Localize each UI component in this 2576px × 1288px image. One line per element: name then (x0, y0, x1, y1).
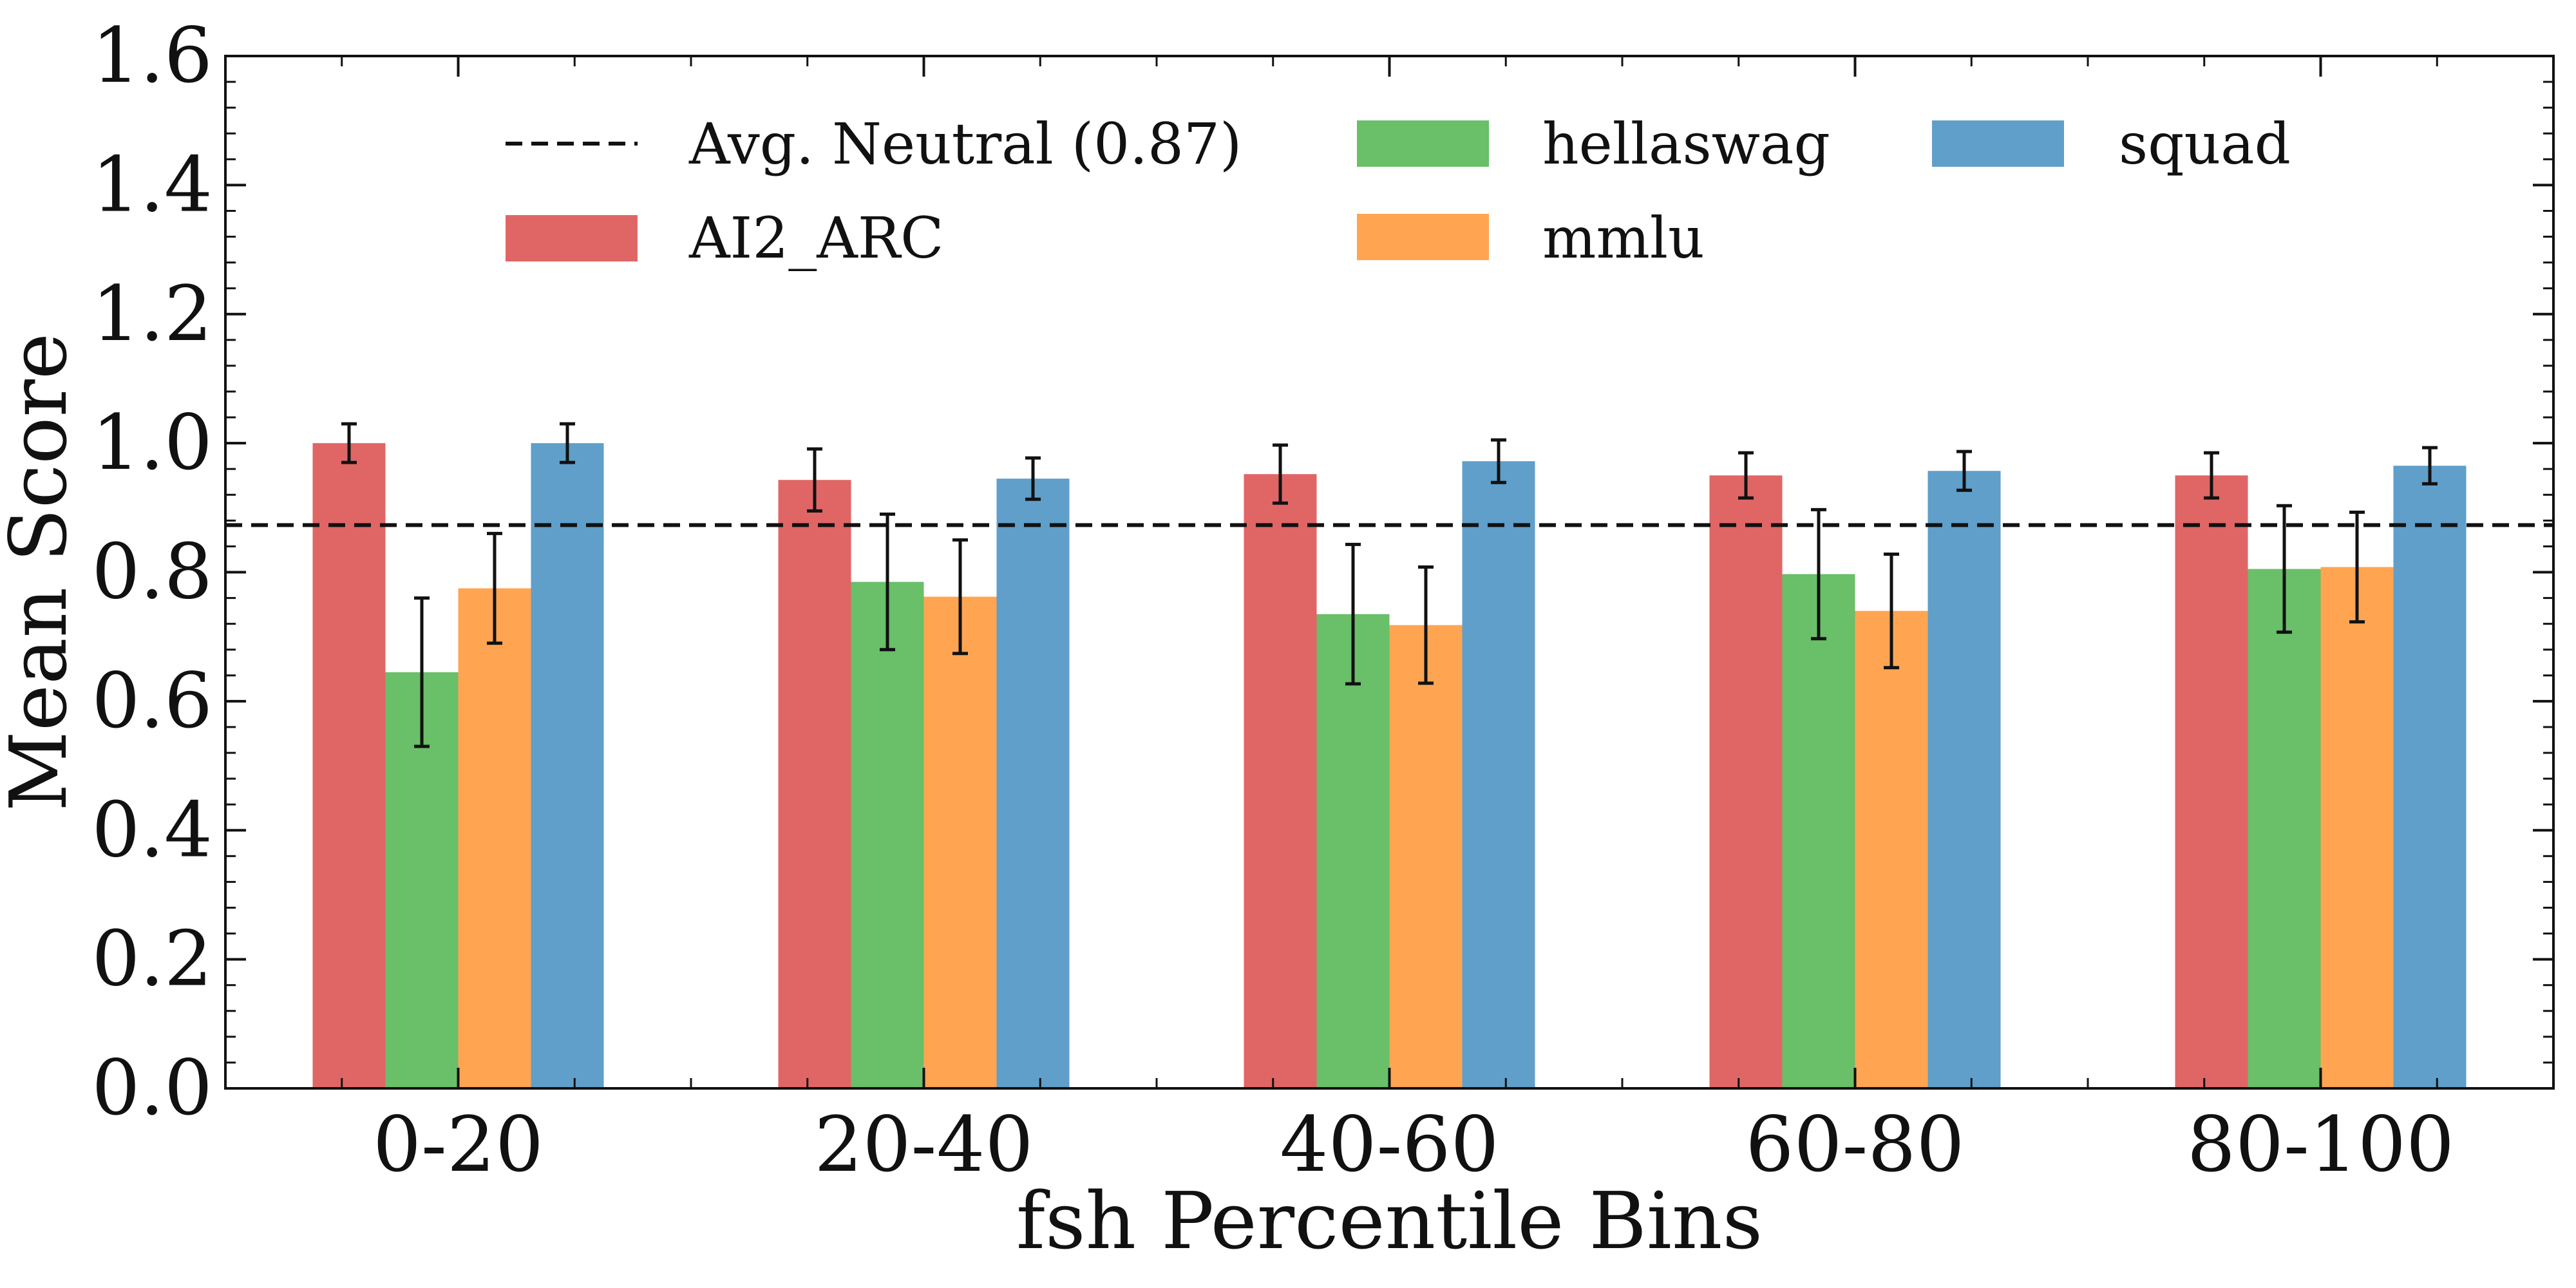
y-tick-label: 1.0 (91, 398, 213, 487)
error-bars-layer (341, 422, 2438, 748)
error-bar-mmlu-40-60 (1418, 565, 1434, 685)
bar-mmlu-60-80 (1855, 611, 1928, 1088)
error-bar-mmlu-0-20 (487, 531, 502, 645)
x-tick-label-0-20: 0-20 (373, 1100, 544, 1189)
bar-hellaswag-40-60 (1316, 614, 1390, 1088)
legend-swatch-hellaswag (1357, 120, 1489, 167)
x-axis-ticks: 0-20 20-40 40-60 60-80 80-100 (341, 56, 2454, 1189)
error-bar-ai2-arc-60-80 (1738, 451, 1754, 500)
error-bar-ai2-arc-0-20 (341, 422, 357, 464)
error-bar-hellaswag-60-80 (1811, 507, 1826, 641)
legend-label-mmlu: mmlu (1542, 205, 1705, 271)
legend-label-reference: Avg. Neutral (0.87) (688, 111, 1242, 177)
y-tick-label: 0.2 (91, 914, 213, 1003)
bar-ai2-arc-80-100 (2175, 475, 2248, 1088)
bar-hellaswag-80-100 (2248, 569, 2321, 1088)
legend-swatch-mmlu (1357, 214, 1489, 260)
legend-swatch-ai2-arc (506, 215, 638, 261)
bar-mmlu-40-60 (1389, 625, 1463, 1088)
bar-squad-20-40 (996, 478, 1070, 1088)
y-tick-label: 1.4 (91, 140, 213, 229)
bar-ai2-arc-20-40 (778, 480, 851, 1088)
error-bar-mmlu-80-100 (2349, 510, 2365, 624)
legend-label-hellaswag: hellaswag (1542, 111, 1830, 177)
error-bar-squad-80-100 (2422, 446, 2438, 486)
bar-squad-60-80 (1927, 471, 2001, 1088)
legend-swatch-squad (1932, 120, 2064, 167)
bar-mmlu-20-40 (923, 596, 997, 1088)
bar-hellaswag-20-40 (851, 582, 924, 1088)
error-bar-mmlu-20-40 (952, 538, 968, 656)
bar-squad-80-100 (2393, 466, 2467, 1088)
x-tick-label-40-60: 40-60 (1280, 1100, 1499, 1189)
legend: Avg. Neutral (0.87) AI2_ARC hellaswag mm… (506, 111, 2291, 271)
error-bar-ai2-arc-80-100 (2204, 451, 2219, 500)
y-tick-label: 0.0 (91, 1043, 213, 1132)
bar-squad-0-20 (531, 443, 604, 1088)
y-axis-label: Mean Score (0, 333, 84, 811)
bar-ai2-arc-0-20 (312, 443, 386, 1088)
error-bar-hellaswag-40-60 (1345, 542, 1361, 686)
error-bar-hellaswag-80-100 (2277, 504, 2292, 634)
y-tick-label: 1.2 (91, 269, 213, 358)
error-bar-squad-0-20 (560, 422, 575, 464)
error-bar-ai2-arc-20-40 (807, 447, 822, 513)
error-bar-squad-60-80 (1956, 450, 1972, 492)
bar-mmlu-0-20 (458, 588, 531, 1088)
bar-mmlu-80-100 (2320, 567, 2394, 1088)
y-tick-label: 0.8 (91, 527, 213, 616)
bar-squad-40-60 (1462, 461, 1535, 1088)
bar-ai2-arc-40-60 (1244, 474, 1317, 1088)
legend-label-ai2-arc: AI2_ARC (688, 205, 943, 271)
x-axis-label: fsh Percentile Bins (1016, 1175, 1763, 1267)
error-bar-squad-40-60 (1491, 438, 1506, 484)
y-tick-label: 0.4 (91, 785, 213, 874)
bars-layer (312, 443, 2467, 1088)
y-axis-ticks: 0.0 0.2 0.4 0.6 0.8 1.0 1.2 1.4 1.6 (91, 11, 2553, 1132)
bar-hellaswag-60-80 (1782, 574, 1855, 1088)
error-bar-hellaswag-20-40 (880, 512, 895, 652)
error-bar-mmlu-60-80 (1884, 552, 1899, 670)
error-bar-hellaswag-0-20 (414, 596, 430, 748)
y-tick-label: 0.6 (91, 656, 213, 745)
error-bar-ai2-arc-40-60 (1273, 443, 1288, 505)
error-bar-squad-20-40 (1025, 456, 1041, 501)
x-tick-label-80-100: 80-100 (2187, 1100, 2454, 1189)
y-tick-label: 1.6 (91, 11, 213, 100)
bar-ai2-arc-60-80 (1709, 475, 1783, 1088)
legend-label-squad: squad (2119, 111, 2291, 177)
x-tick-label-20-40: 20-40 (814, 1100, 1033, 1189)
x-tick-label-60-80: 60-80 (1745, 1100, 1964, 1189)
